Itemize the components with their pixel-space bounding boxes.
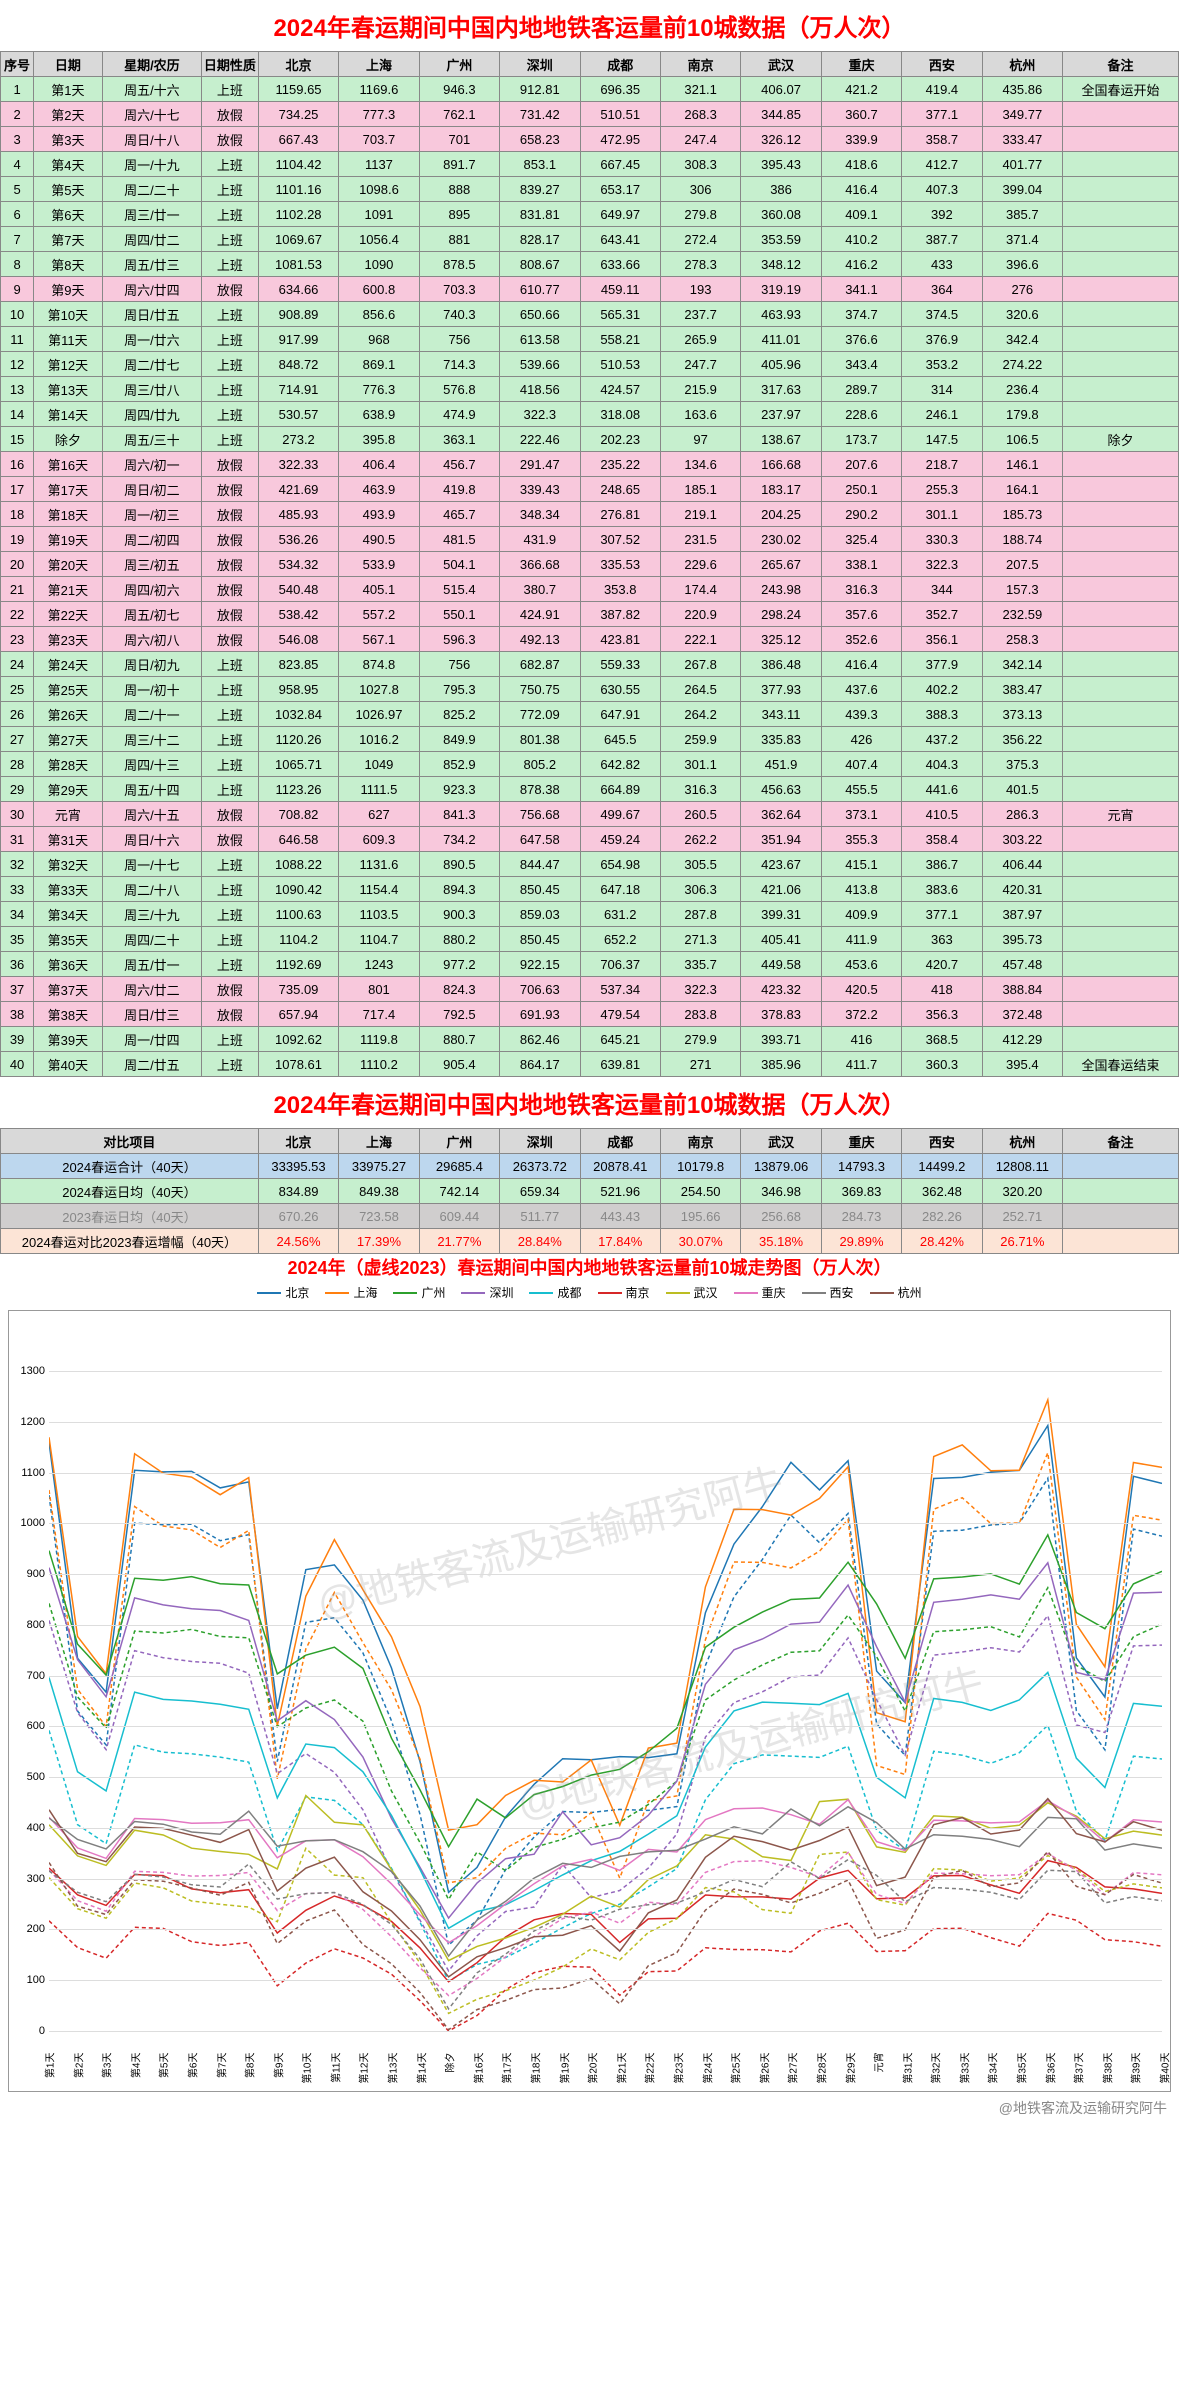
column-header: 日期 bbox=[34, 52, 103, 77]
legend-item: 杭州 bbox=[870, 1284, 922, 1301]
table-row: 13第13天周三/廿八上班714.91776.3576.8418.56424.5… bbox=[1, 377, 1179, 402]
column-header: 深圳 bbox=[500, 52, 580, 77]
column-header: 备注 bbox=[1063, 52, 1179, 77]
table-row: 31第31天周日/十六放假646.58609.3734.2647.58459.2… bbox=[1, 827, 1179, 852]
summary-row: 2024春运对比2023春运增幅（40天）24.56%17.39%21.77%2… bbox=[1, 1229, 1179, 1254]
table-row: 2第2天周六/十七放假734.25777.3762.1731.42510.512… bbox=[1, 102, 1179, 127]
legend-item: 上海 bbox=[325, 1284, 377, 1301]
table-row: 24第24天周日/初九上班823.85874.8756682.87559.332… bbox=[1, 652, 1179, 677]
table-row: 37第37天周六/廿二放假735.09801824.3706.63537.343… bbox=[1, 977, 1179, 1002]
column-header: 上海 bbox=[339, 52, 419, 77]
table-row: 32第32天周一/十七上班1088.221131.6890.5844.47654… bbox=[1, 852, 1179, 877]
table-row: 36第36天周五/廿一上班1192.691243977.2922.15706.3… bbox=[1, 952, 1179, 977]
table-row: 15除夕周五/三十上班273.2395.8363.1222.46202.2397… bbox=[1, 427, 1179, 452]
table-row: 5第5天周二/二十上班1101.161098.6888839.27653.173… bbox=[1, 177, 1179, 202]
column-header: 日期性质 bbox=[202, 52, 259, 77]
column-header: 广州 bbox=[419, 52, 499, 77]
table-row: 9第9天周六/廿四放假634.66600.8703.3610.77459.111… bbox=[1, 277, 1179, 302]
column-header: 成都 bbox=[580, 52, 660, 77]
table-row: 26第26天周二/十一上班1032.841026.97825.2772.0964… bbox=[1, 702, 1179, 727]
table-row: 38第38天周日/廿三放假657.94717.4792.5691.93479.5… bbox=[1, 1002, 1179, 1027]
chart-title: 2024年（虚线2023）春运期间中国内地地铁客运量前10城走势图（万人次） bbox=[0, 1254, 1179, 1280]
chart-legend: 北京上海广州深圳成都南京武汉重庆西安杭州 bbox=[0, 1280, 1179, 1305]
summary-row: 2024春运日均（40天）834.89849.38742.14659.34521… bbox=[1, 1179, 1179, 1204]
legend-item: 广州 bbox=[393, 1284, 445, 1301]
legend-item: 武汉 bbox=[666, 1284, 718, 1301]
table-row: 10第10天周日/廿五上班908.89856.6740.3650.66565.3… bbox=[1, 302, 1179, 327]
table-row: 4第4天周一/十九上班1104.421137891.7853.1667.4530… bbox=[1, 152, 1179, 177]
table-row: 34第34天周三/十九上班1100.631103.5900.3859.03631… bbox=[1, 902, 1179, 927]
legend-item: 成都 bbox=[529, 1284, 581, 1301]
column-header: 序号 bbox=[1, 52, 34, 77]
table-row: 7第7天周四/廿二上班1069.671056.4881828.17643.412… bbox=[1, 227, 1179, 252]
table-row: 18第18天周一/初三放假485.93493.9465.7348.34276.8… bbox=[1, 502, 1179, 527]
table-row: 28第28天周四/十三上班1065.711049852.9805.2642.82… bbox=[1, 752, 1179, 777]
summary-row: 2024春运合计（40天）33395.5333975.2729685.42637… bbox=[1, 1154, 1179, 1179]
table-row: 14第14天周四/廿九上班530.57638.9474.9322.3318.08… bbox=[1, 402, 1179, 427]
table-row: 35第35天周四/二十上班1104.21104.7880.2850.45652.… bbox=[1, 927, 1179, 952]
table-row: 33第33天周二/十八上班1090.421154.4894.3850.45647… bbox=[1, 877, 1179, 902]
summary-header-row: 对比项目北京上海广州深圳成都南京武汉重庆西安杭州备注 bbox=[1, 1129, 1179, 1154]
column-header: 杭州 bbox=[982, 52, 1062, 77]
summary-row: 2023春运日均（40天）670.26723.58609.44511.77443… bbox=[1, 1204, 1179, 1229]
legend-item: 南京 bbox=[598, 1284, 650, 1301]
table-title-2: 2024年春运期间中国内地地铁客运量前10城数据（万人次） bbox=[0, 1077, 1179, 1128]
table-row: 3第3天周日/十八放假667.43703.7701658.23472.95247… bbox=[1, 127, 1179, 152]
table-row: 21第21天周四/初六放假540.48405.1515.4380.7353.81… bbox=[1, 577, 1179, 602]
table-row: 23第23天周六/初八放假546.08567.1596.3492.13423.8… bbox=[1, 627, 1179, 652]
column-header: 重庆 bbox=[821, 52, 901, 77]
legend-item: 深圳 bbox=[461, 1284, 513, 1301]
table-row: 16第16天周六/初一放假322.33406.4456.7291.47235.2… bbox=[1, 452, 1179, 477]
table-row: 8第8天周五/廿三上班1081.531090878.5808.67633.662… bbox=[1, 252, 1179, 277]
table-row: 1第1天周五/十六上班1159.651169.6946.3912.81696.3… bbox=[1, 77, 1179, 102]
column-header: 武汉 bbox=[741, 52, 821, 77]
table-row: 20第20天周三/初五放假534.32533.9504.1366.68335.5… bbox=[1, 552, 1179, 577]
line-chart: 0100200300400500600700800900100011001200… bbox=[8, 1310, 1171, 2092]
summary-table: 对比项目北京上海广州深圳成都南京武汉重庆西安杭州备注 2024春运合计（40天）… bbox=[0, 1128, 1179, 1254]
table-row: 19第19天周二/初四放假536.26490.5481.5431.9307.52… bbox=[1, 527, 1179, 552]
column-header: 西安 bbox=[902, 52, 982, 77]
table-row: 12第12天周二/廿七上班848.72869.1714.3539.66510.5… bbox=[1, 352, 1179, 377]
table-row: 27第27天周三/十二上班1120.261016.2849.9801.38645… bbox=[1, 727, 1179, 752]
table-row: 39第39天周一/廿四上班1092.621119.8880.7862.46645… bbox=[1, 1027, 1179, 1052]
legend-item: 西安 bbox=[802, 1284, 854, 1301]
table-row: 40第40天周二/廿五上班1078.611110.2905.4864.17639… bbox=[1, 1052, 1179, 1077]
table-header-row: 序号日期星期/农历日期性质北京上海广州深圳成都南京武汉重庆西安杭州备注 bbox=[1, 52, 1179, 77]
column-header: 南京 bbox=[660, 52, 740, 77]
table-title-1: 2024年春运期间中国内地地铁客运量前10城数据（万人次） bbox=[0, 0, 1179, 51]
table-row: 17第17天周日/初二放假421.69463.9419.8339.43248.6… bbox=[1, 477, 1179, 502]
column-header: 星期/农历 bbox=[102, 52, 201, 77]
table-row: 6第6天周三/廿一上班1102.281091895831.81649.97279… bbox=[1, 202, 1179, 227]
legend-item: 重庆 bbox=[734, 1284, 786, 1301]
table-row: 30元宵周六/十五放假708.82627841.3756.68499.67260… bbox=[1, 802, 1179, 827]
table-row: 11第11天周一/廿六上班917.99968756613.58558.21265… bbox=[1, 327, 1179, 352]
table-row: 22第22天周五/初七放假538.42557.2550.1424.91387.8… bbox=[1, 602, 1179, 627]
main-data-table: 序号日期星期/农历日期性质北京上海广州深圳成都南京武汉重庆西安杭州备注 1第1天… bbox=[0, 51, 1179, 1077]
legend-item: 北京 bbox=[257, 1284, 309, 1301]
column-header: 北京 bbox=[258, 52, 338, 77]
table-row: 29第29天周五/十四上班1123.261111.5923.3878.38664… bbox=[1, 777, 1179, 802]
table-row: 25第25天周一/初十上班958.951027.8795.3750.75630.… bbox=[1, 677, 1179, 702]
